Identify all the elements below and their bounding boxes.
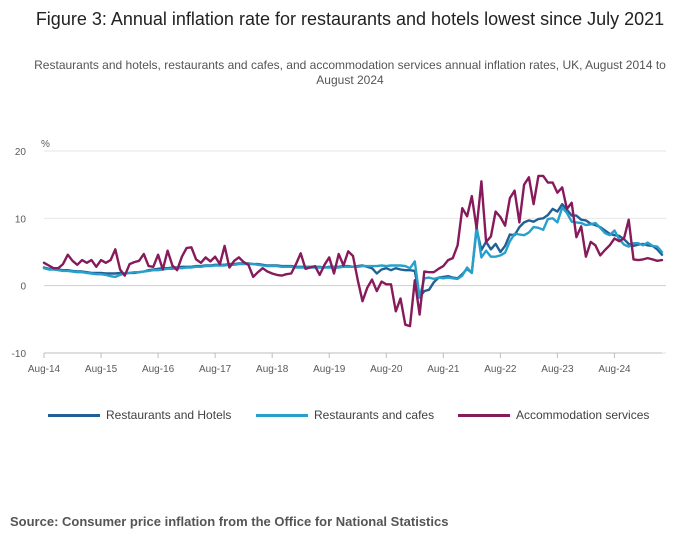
x-tick-label: Aug-16 bbox=[142, 364, 175, 375]
y-tick-label: 0 bbox=[20, 282, 26, 293]
legend-item-accommodation-services[interactable]: Accommodation services bbox=[458, 408, 649, 422]
legend-swatch-restaurants-hotels bbox=[48, 413, 100, 417]
legend-label: Restaurants and Hotels bbox=[106, 408, 232, 422]
y-axis-unit-label: % bbox=[41, 139, 50, 150]
series-line-accommodation-services bbox=[42, 174, 664, 328]
y-tick-label: 10 bbox=[15, 214, 27, 225]
x-tick-label: Aug-18 bbox=[256, 364, 289, 375]
chart-title: Figure 3: Annual inflation rate for rest… bbox=[35, 9, 665, 29]
x-tick-label: Aug-22 bbox=[484, 364, 517, 375]
series-lines bbox=[42, 174, 664, 328]
grid-lines bbox=[44, 150, 666, 354]
x-tick-label: Aug-19 bbox=[313, 364, 346, 375]
legend-item-restaurants-hotels[interactable]: Restaurants and Hotels bbox=[48, 408, 231, 422]
legend-swatch-restaurants-cafes bbox=[256, 413, 308, 417]
chart-subtitle: Restaurants and hotels, restaurants and … bbox=[34, 58, 666, 87]
x-tick-label: Aug-24 bbox=[598, 364, 631, 375]
chart-legend: Restaurants and Hotels Restaurants and c… bbox=[0, 408, 700, 426]
x-tick-label: Aug-15 bbox=[85, 364, 118, 375]
x-tick-label: Aug-14 bbox=[28, 364, 61, 375]
line-chart: -10 0 10 20% Aug-14 Aug-15 Aug-16 Aug-17 Aug-18 A… bbox=[12, 139, 666, 375]
legend-item-restaurants-cafes[interactable]: Restaurants and cafes bbox=[256, 408, 434, 422]
y-tick-label: 20 bbox=[15, 147, 27, 158]
y-tick-label: -10 bbox=[12, 349, 27, 360]
legend-label: Restaurants and cafes bbox=[314, 408, 435, 422]
x-tick-label: Aug-21 bbox=[427, 364, 460, 375]
series-line-restaurants-cafes bbox=[42, 206, 664, 299]
axes: -10 0 10 20% Aug-14 Aug-15 Aug-16 Aug-17 Aug-18 A… bbox=[12, 139, 662, 375]
legend-label: Accommodation services bbox=[516, 408, 650, 422]
source-note: Source: Consumer price inflation from th… bbox=[10, 514, 449, 529]
x-tick-label: Aug-17 bbox=[199, 364, 232, 375]
x-tick-label: Aug-20 bbox=[370, 364, 403, 375]
x-tick-label: Aug-23 bbox=[541, 364, 574, 375]
legend-swatch-accommodation-services bbox=[458, 413, 510, 417]
